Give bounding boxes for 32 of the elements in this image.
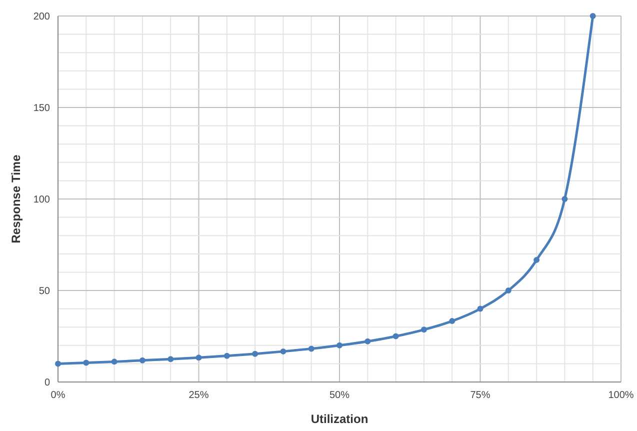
point <box>308 346 314 352</box>
x-tick-label: 0% <box>50 390 66 401</box>
point <box>252 350 258 357</box>
y-axis-title: Response Time <box>9 154 23 244</box>
y-tick-label: 0 <box>44 378 50 388</box>
point <box>55 360 61 367</box>
point <box>83 360 90 366</box>
x-axis-title: Utilization <box>310 412 368 426</box>
y-tick-label: 100 <box>33 194 50 206</box>
y-tick-label: 200 <box>33 12 50 22</box>
point <box>111 358 118 365</box>
y-tick-label: 50 <box>38 286 50 297</box>
point <box>364 338 371 344</box>
point <box>168 356 174 362</box>
point <box>420 326 427 333</box>
point <box>590 13 596 19</box>
x-tick-label: 100% <box>608 390 634 401</box>
point <box>196 354 202 361</box>
x-tick-label: 25% <box>188 390 209 401</box>
point <box>477 306 484 312</box>
point <box>449 318 456 324</box>
point <box>505 288 512 294</box>
x-tick-label: 75% <box>470 390 490 401</box>
y-tick-label: 150 <box>33 103 50 114</box>
point <box>280 348 286 354</box>
point <box>562 196 568 202</box>
point <box>139 357 146 364</box>
point <box>336 342 342 348</box>
x-tick-label: 50% <box>329 390 350 401</box>
point <box>392 333 399 340</box>
point <box>534 256 540 263</box>
point <box>224 352 230 359</box>
